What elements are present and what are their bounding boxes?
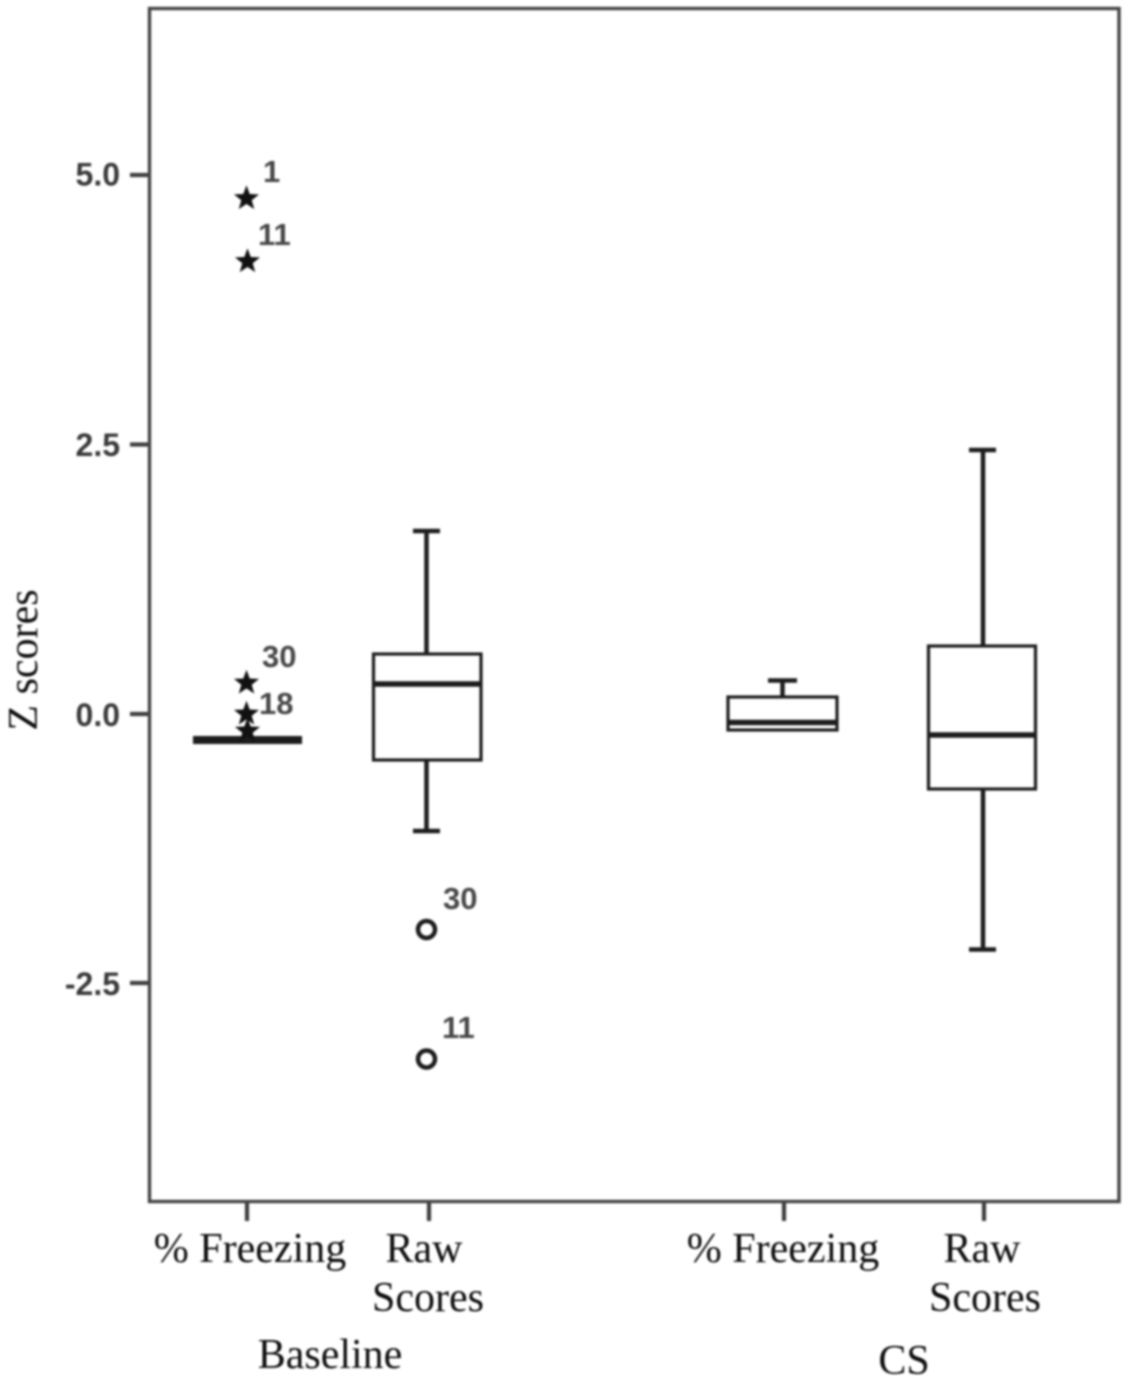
svg-text:Raw: Raw xyxy=(944,1226,1022,1272)
svg-text:2.5: 2.5 xyxy=(76,427,120,463)
svg-text:5.0: 5.0 xyxy=(76,157,120,193)
svg-text:Scores: Scores xyxy=(372,1275,484,1321)
svg-text:18: 18 xyxy=(259,686,293,721)
svg-text:11: 11 xyxy=(258,217,291,252)
svg-text:0.0: 0.0 xyxy=(76,697,120,733)
svg-text:1: 1 xyxy=(263,154,280,189)
svg-text:% Freezing: % Freezing xyxy=(154,1226,346,1272)
svg-text:30: 30 xyxy=(443,881,477,916)
svg-text:-2.5: -2.5 xyxy=(65,966,120,1002)
svg-text:Scores: Scores xyxy=(929,1275,1041,1321)
svg-text:% Freezing: % Freezing xyxy=(687,1226,879,1272)
svg-text:30: 30 xyxy=(262,639,296,674)
svg-text:11: 11 xyxy=(442,1010,475,1045)
svg-text:Baseline: Baseline xyxy=(258,1332,403,1378)
svg-text:Raw: Raw xyxy=(386,1226,464,1272)
svg-text:Z scores: Z scores xyxy=(1,589,47,730)
svg-text:CS: CS xyxy=(878,1338,929,1384)
